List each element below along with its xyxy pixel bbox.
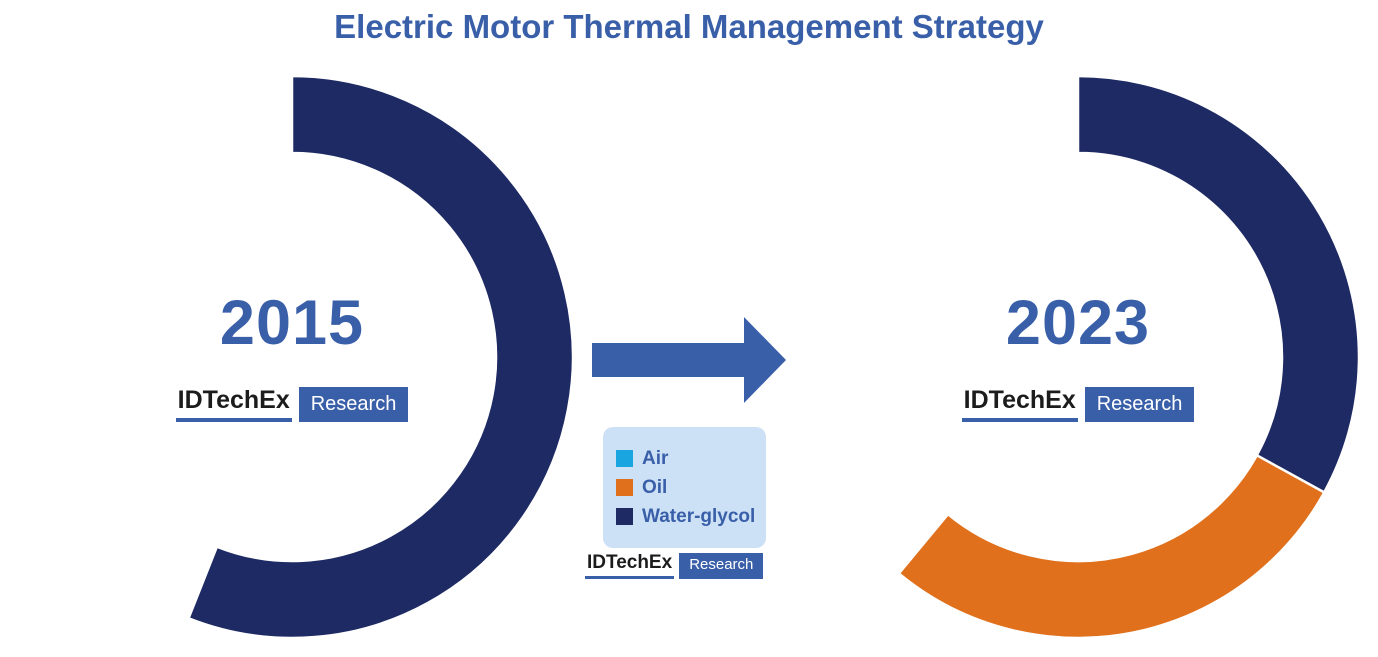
legend-label: Water-glycol [642,506,756,527]
legend: Air Oil Water-glycol [603,427,766,548]
legend-item-air: Air [616,449,766,468]
idtechex-logo-text: IDTechEx [585,552,675,579]
arrow-right-icon [592,317,786,403]
idtechex-logo: IDTechEx Research [961,387,1195,422]
oil-swatch-icon [616,479,633,496]
research-badge: Research [679,553,764,579]
research-badge: Research [1084,387,1195,422]
idtechex-logo-text: IDTechEx [175,387,292,422]
donut-chart-2015: 2015 IDTechEx Research [9,74,575,640]
legend-item-oil: Oil [616,478,766,497]
donut-slice-water-glycol [187,74,575,640]
idtechex-logo-text: IDTechEx [961,387,1078,422]
donut-2023-center: 2023 IDTechEx Research [888,167,1268,547]
donut-chart-2023: 2023 IDTechEx Research [795,74,1361,640]
donut-2015-center: 2015 IDTechEx Research [102,167,482,547]
arrow-right-graphic [592,317,786,403]
donut-2023-graphic [897,74,1361,640]
water-glycol-swatch-icon [616,508,633,525]
donut-2015-year-label: 2015 [219,288,365,359]
legend-label: Oil [642,477,668,498]
donut-2023-year-label: 2023 [1005,288,1151,359]
legend-label: Air [642,448,669,469]
air-swatch-icon [616,450,633,467]
donut-2015-graphic [187,74,575,640]
legend-item-water-glycol: Water-glycol [616,507,766,526]
donut-slice-water-glycol [1076,74,1361,494]
research-badge: Research [298,387,409,422]
idtechex-logo: IDTechEx Research [175,387,409,422]
chart-title: Electric Motor Thermal Management Strate… [334,8,1044,45]
idtechex-logo-small: IDTechEx Research [585,552,764,579]
